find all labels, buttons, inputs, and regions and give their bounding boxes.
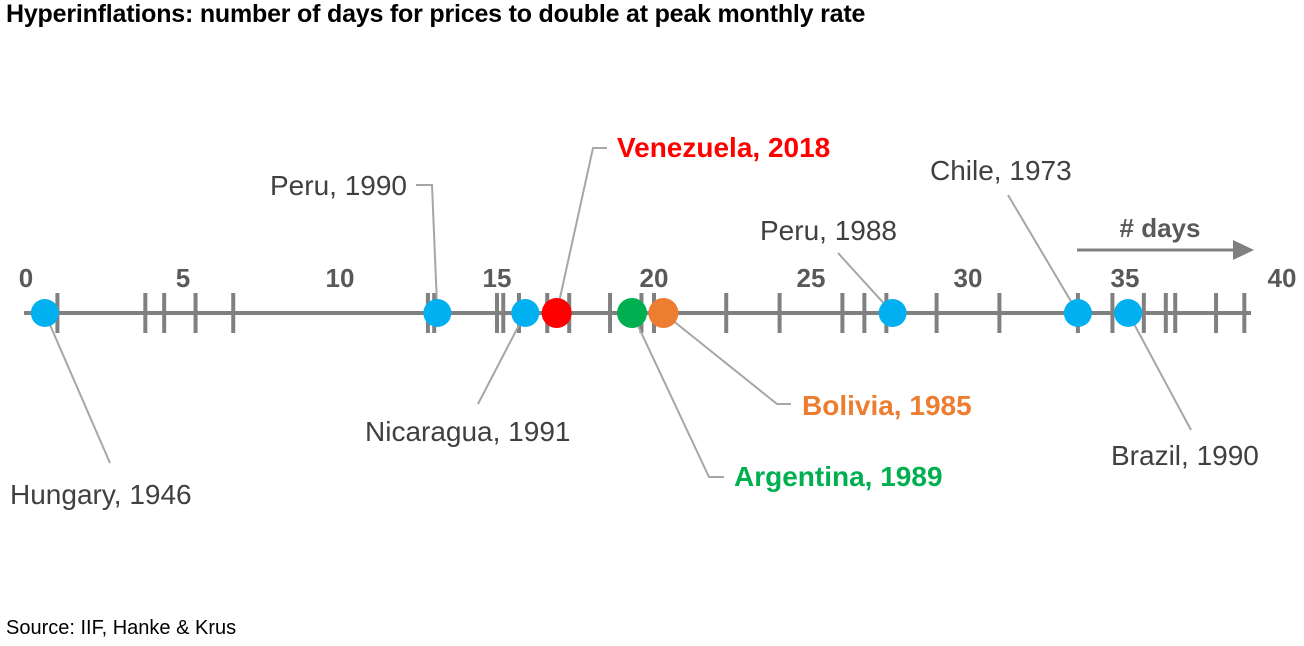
label-nicaragua-1991: Nicaragua, 1991 [365, 416, 570, 447]
x-axis-label: # days [1120, 213, 1201, 243]
tick-label-35: 35 [1111, 263, 1140, 293]
label-bolivia-1985: Bolivia, 1985 [802, 390, 972, 421]
tick-label-0: 0 [19, 263, 33, 293]
point-argentina-1989 [617, 298, 648, 328]
label-chile-1973: Chile, 1973 [930, 155, 1072, 186]
tick-label-20: 20 [640, 263, 669, 293]
label-layer: Hungary, 1946 Peru, 1990 Nicaragua, 1991 Ve… [10, 132, 1259, 510]
point-hungary-1946 [30, 299, 59, 327]
tick-label-10: 10 [326, 263, 355, 293]
tick-label-40: 40 [1268, 263, 1297, 293]
tick-label-25: 25 [797, 263, 826, 293]
point-chile-1973 [1063, 299, 1092, 327]
source-note: Source: IIF, Hanke & Krus [6, 617, 237, 639]
label-peru-1990: Peru, 1990 [270, 170, 407, 201]
days-arrow-head [1233, 240, 1254, 260]
label-hungary-1946: Hungary, 1946 [10, 479, 192, 510]
point-bolivia-1985 [648, 298, 679, 328]
tick-label-30: 30 [954, 263, 983, 293]
leader-peru-1990 [416, 184, 439, 314]
tick-label-5: 5 [176, 263, 190, 293]
chart-title: Hyperinflations: number of days for pric… [6, 0, 866, 28]
point-venezuela-2018 [541, 298, 572, 328]
point-peru-1990 [423, 299, 452, 327]
label-argentina-1989: Argentina, 1989 [734, 461, 943, 492]
point-peru-1988 [878, 299, 907, 327]
label-peru-1988: Peru, 1988 [760, 215, 897, 246]
label-brazil-1990: Brazil, 1990 [1111, 440, 1259, 471]
label-venezuela-2018: Venezuela, 2018 [617, 132, 830, 163]
leader-chile-1973 [1007, 194, 1079, 314]
leader-venezuela-2018 [555, 147, 607, 314]
leader-argentina-1989 [631, 312, 724, 478]
leader-bolivia-1985 [662, 312, 791, 405]
point-nicaragua-1991 [511, 299, 540, 327]
leader-hungary-1946 [43, 312, 111, 464]
tick-label-layer: 0 5 10 15 20 25 30 35 40 [19, 263, 1297, 293]
point-layer [30, 298, 1143, 328]
tick-label-15: 15 [483, 263, 512, 293]
leader-nicaragua-1991 [477, 312, 527, 405]
leader-brazil-1990 [1127, 312, 1192, 431]
point-brazil-1990 [1114, 299, 1143, 327]
